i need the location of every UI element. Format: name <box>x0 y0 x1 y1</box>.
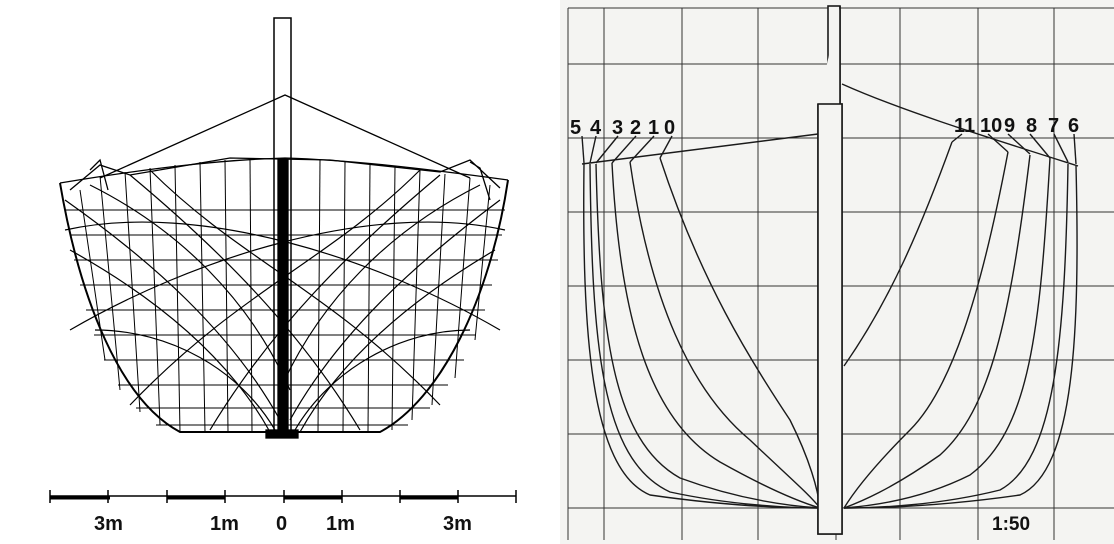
station-label-1: 1 <box>648 117 659 139</box>
station-label-10: 10 <box>980 115 1002 137</box>
station-label-4: 4 <box>590 117 602 139</box>
stem-post <box>817 5 843 535</box>
sheer-line <box>59 157 509 184</box>
scale-bar <box>49 490 517 503</box>
station-curves-left <box>583 157 821 509</box>
scale-label-3m-left: 3m <box>94 513 123 535</box>
station-label-0: 0 <box>664 117 675 139</box>
sheer-line-left <box>581 133 819 165</box>
station-curves-right <box>843 141 1078 509</box>
diagonal-curves <box>64 169 506 433</box>
station-label-11: 11 <box>954 115 975 137</box>
station-label-8: 8 <box>1026 115 1037 137</box>
hull-wireframe-section: 3m 1m 0 1m 3m <box>49 17 517 535</box>
scale-label-3m-right: 3m <box>443 513 472 535</box>
body-plan-drawing: 5 4 3 2 1 0 11 10 9 8 7 6 1:50 <box>560 0 1114 544</box>
scale-ratio: 1:50 <box>992 514 1030 535</box>
station-label-7: 7 <box>1048 115 1059 137</box>
station-label-3: 3 <box>612 117 623 139</box>
scale-label-zero: 0 <box>276 513 287 535</box>
scale-label-1m-right: 1m <box>326 513 355 535</box>
station-label-5: 5 <box>570 117 581 139</box>
keel-block <box>265 429 299 439</box>
rigging-lines <box>99 94 471 179</box>
station-label-6: 6 <box>1068 115 1079 137</box>
vertical-frame-lines <box>79 158 491 433</box>
station-label-9: 9 <box>1004 115 1015 137</box>
scale-label-1m-left: 1m <box>210 513 239 535</box>
sheer-line-right <box>841 83 1079 167</box>
station-label-2: 2 <box>630 117 641 139</box>
